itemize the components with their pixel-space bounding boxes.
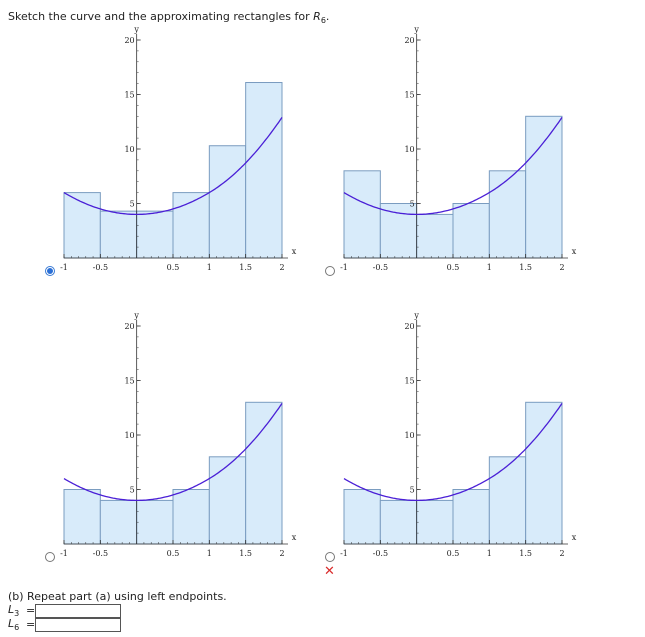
option-b-radio[interactable] (325, 266, 335, 276)
x-tick-label: 1 (207, 263, 212, 272)
x-tick-label: -1 (340, 549, 348, 558)
approx-rectangle (379, 499, 418, 545)
y-axis-label: y (413, 312, 419, 320)
approx-rectangle (172, 489, 210, 545)
approx-rectangle (136, 210, 174, 259)
x-tick-label: -0.5 (373, 549, 388, 558)
x-tick-label: -1 (60, 549, 68, 558)
y-tick-label: 5 (130, 486, 135, 495)
chart-option-a: -1 -0.5 0.5 1 1.5 2 5 10 15 20 y x (60, 26, 297, 272)
y-tick-label: 5 (410, 486, 415, 495)
prompt-suffix: . (325, 10, 330, 23)
x-axis-label: x (572, 247, 577, 256)
l6-label: L6 (8, 617, 20, 633)
x-tick-label: -0.5 (373, 263, 388, 272)
approx-rectangle (525, 115, 563, 259)
approx-rectangle (343, 170, 381, 259)
x-tick-label: -0.5 (93, 263, 108, 272)
approx-rectangle (452, 203, 490, 259)
x-axis-label: x (572, 533, 577, 542)
x-tick-label: 2 (279, 549, 284, 558)
y-tick-label: 20 (124, 36, 134, 45)
x-tick-label: 2 (559, 549, 564, 558)
approx-rectangle (416, 499, 454, 545)
y-axis-label: y (413, 26, 419, 34)
approx-rectangle (452, 489, 490, 545)
x-tick-label: 2 (279, 263, 284, 272)
approx-rectangle (379, 203, 418, 259)
l6-input[interactable] (35, 617, 122, 632)
l3-input[interactable] (35, 603, 122, 618)
approx-rectangle (245, 82, 283, 259)
y-tick-label: 10 (404, 431, 414, 440)
prompt-text: Sketch the curve and the approximating r… (8, 10, 314, 23)
y-tick-label: 10 (404, 145, 414, 154)
y-tick-label: 20 (404, 322, 414, 331)
approx-rectangle (99, 210, 138, 259)
approx-rectangle (208, 145, 247, 259)
x-tick-label: 1 (487, 263, 492, 272)
l6-eq: = (26, 618, 36, 632)
y-tick-label: 10 (124, 145, 134, 154)
y-tick-label: 15 (404, 377, 414, 386)
part-b-prompt: (b) Repeat part (a) using left endpoints… (8, 590, 227, 603)
y-tick-label: 15 (124, 377, 134, 386)
l6-row: L6 = (8, 617, 122, 633)
x-tick-label: 1 (207, 549, 212, 558)
option-d-radio[interactable] (325, 552, 335, 562)
approx-rectangle (63, 489, 101, 545)
y-axis-label: y (133, 26, 139, 34)
incorrect-icon: ✕ (324, 564, 335, 579)
question-prompt: Sketch the curve and the approximating r… (8, 10, 329, 25)
option-c-radio[interactable] (45, 552, 55, 562)
function-curve (343, 117, 563, 216)
x-tick-label: -1 (340, 263, 348, 272)
approx-rectangle (245, 401, 283, 545)
approx-rectangle (172, 192, 210, 259)
function-curve (63, 403, 283, 502)
x-tick-label: -1 (60, 263, 68, 272)
l3-eq: = (26, 604, 36, 618)
x-tick-label: 0.5 (167, 549, 180, 558)
l3-label: L3 (8, 603, 20, 619)
option-a-radio[interactable] (45, 266, 55, 276)
chart-option-b: -1 -0.5 0.5 1 1.5 2 5 10 15 20 y x (340, 26, 577, 272)
approx-rectangle (488, 456, 527, 545)
y-tick-label: 10 (124, 431, 134, 440)
y-tick-label: 20 (404, 36, 414, 45)
approx-rectangle (136, 499, 174, 545)
approx-rectangle (488, 170, 527, 259)
y-axis-label: y (133, 312, 139, 320)
x-tick-label: 1.5 (519, 263, 532, 272)
function-curve (343, 403, 563, 502)
y-tick-label: 5 (410, 200, 415, 209)
x-tick-label: 1.5 (239, 549, 252, 558)
y-tick-label: 15 (124, 91, 134, 100)
approx-rectangle (208, 456, 247, 545)
x-tick-label: 0.5 (447, 549, 460, 558)
y-tick-label: 15 (404, 91, 414, 100)
prompt-symbol: R (313, 10, 321, 23)
x-tick-label: 1.5 (519, 549, 532, 558)
l3-row: L3 = (8, 603, 122, 619)
y-tick-label: 20 (124, 322, 134, 331)
approx-rectangle (525, 401, 563, 545)
x-tick-label: 2 (559, 263, 564, 272)
chart-option-c: -1 -0.5 0.5 1 1.5 2 5 10 15 20 y x (60, 312, 297, 558)
chart-option-d: -1 -0.5 0.5 1 1.5 2 5 10 15 20 y x (340, 312, 577, 558)
x-axis-label: x (292, 533, 297, 542)
x-tick-label: 1 (487, 549, 492, 558)
approx-rectangle (416, 213, 454, 259)
x-tick-label: -0.5 (93, 549, 108, 558)
function-curve (63, 117, 283, 216)
x-tick-label: 0.5 (447, 263, 460, 272)
approx-rectangle (343, 489, 381, 545)
prompt-subscript: 6 (320, 16, 326, 26)
x-tick-label: 1.5 (239, 263, 252, 272)
x-tick-label: 0.5 (167, 263, 180, 272)
y-tick-label: 5 (130, 200, 135, 209)
x-axis-label: x (292, 247, 297, 256)
approx-rectangle (99, 499, 138, 545)
